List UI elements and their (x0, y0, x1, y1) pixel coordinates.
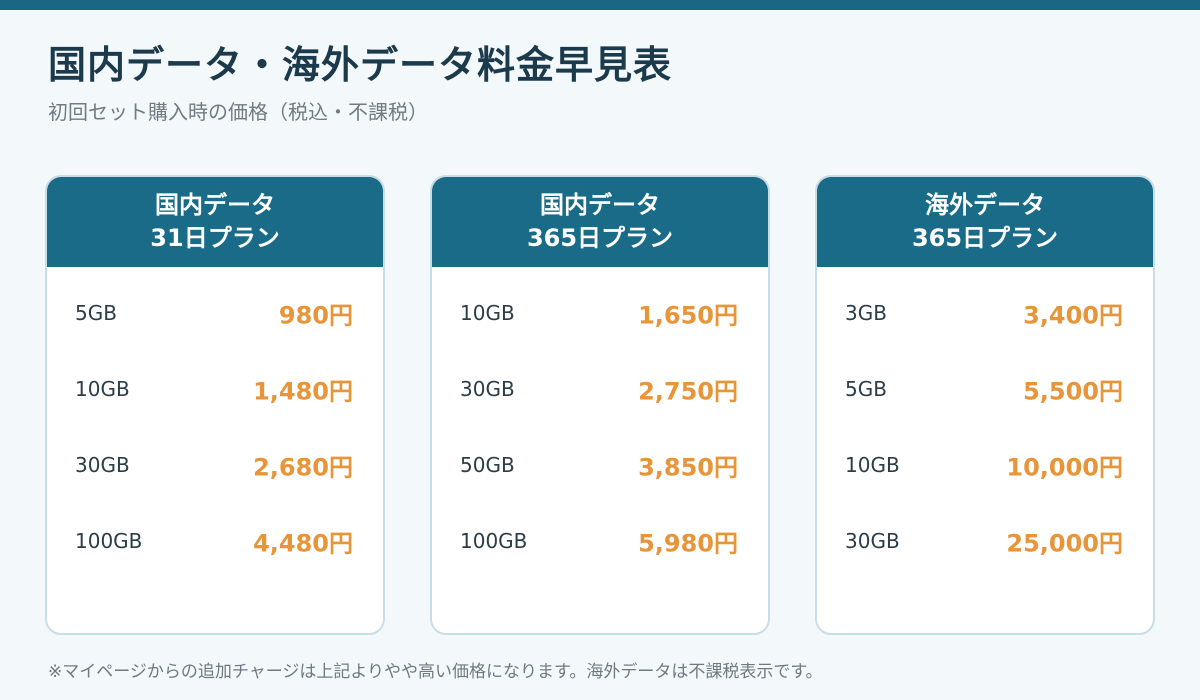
data-size: 30GB (75, 453, 130, 477)
plan-card-header: 海外データ 365日プラン (817, 177, 1153, 267)
price-value: 3,400円 (1023, 301, 1123, 330)
price-row: 5GB 980円 (47, 275, 383, 351)
plan-name-line1: 海外データ (925, 191, 1045, 219)
price-row: 5GB 5,500円 (817, 351, 1153, 427)
top-accent-bar (0, 0, 1200, 10)
plan-card-domestic-365day: 国内データ 365日プラン 10GB 1,650円 30GB 2,750円 50… (430, 175, 770, 635)
plan-price-list: 5GB 980円 10GB 1,480円 30GB 2,680円 100GB 4… (47, 275, 383, 579)
price-row: 10GB 1,480円 (47, 351, 383, 427)
plan-name-line2: 31日プラン (150, 224, 280, 252)
price-row: 50GB 3,850円 (432, 427, 768, 503)
plan-name-line2: 365日プラン (911, 224, 1059, 252)
price-row: 10GB 1,650円 (432, 275, 768, 351)
data-size: 50GB (460, 453, 515, 477)
price-value: 1,650円 (638, 301, 738, 330)
price-value: 2,680円 (253, 453, 353, 482)
plan-card-header: 国内データ 365日プラン (432, 177, 768, 267)
data-size: 5GB (845, 377, 887, 401)
data-size: 30GB (845, 529, 900, 553)
data-size: 3GB (845, 301, 887, 325)
price-row: 100GB 4,480円 (47, 503, 383, 579)
price-row: 100GB 5,980円 (432, 503, 768, 579)
data-size: 100GB (75, 529, 143, 553)
plan-name-line1: 国内データ (540, 191, 660, 219)
page-title: 国内データ・海外データ料金早見表 (48, 43, 673, 87)
data-size: 5GB (75, 301, 117, 325)
plan-name-line2: 365日プラン (526, 224, 674, 252)
price-row: 3GB 3,400円 (817, 275, 1153, 351)
plan-price-list: 10GB 1,650円 30GB 2,750円 50GB 3,850円 100G… (432, 275, 768, 579)
price-value: 4,480円 (253, 529, 353, 558)
plan-card-overseas-365day: 海外データ 365日プラン 3GB 3,400円 5GB 5,500円 10GB… (815, 175, 1155, 635)
price-row: 30GB 2,750円 (432, 351, 768, 427)
footnote: ※マイページからの追加チャージは上記よりやや高い価格になります。海外データは不課… (48, 662, 823, 682)
data-size: 30GB (460, 377, 515, 401)
plan-card-header: 国内データ 31日プラン (47, 177, 383, 267)
page-subtitle: 初回セット購入時の価格（税込・不課税） (48, 100, 428, 124)
plan-price-list: 3GB 3,400円 5GB 5,500円 10GB 10,000円 30GB … (817, 275, 1153, 579)
plan-name-line1: 国内データ (155, 191, 275, 219)
price-value: 5,980円 (638, 529, 738, 558)
price-value: 25,000円 (1006, 529, 1123, 558)
price-value: 2,750円 (638, 377, 738, 406)
plan-card-domestic-31day: 国内データ 31日プラン 5GB 980円 10GB 1,480円 30GB 2… (45, 175, 385, 635)
price-value: 1,480円 (253, 377, 353, 406)
price-row: 30GB 25,000円 (817, 503, 1153, 579)
price-row: 30GB 2,680円 (47, 427, 383, 503)
data-size: 100GB (460, 529, 528, 553)
data-size: 10GB (460, 301, 515, 325)
price-value: 980円 (278, 301, 353, 330)
data-size: 10GB (845, 453, 900, 477)
data-size: 10GB (75, 377, 130, 401)
price-value: 10,000円 (1006, 453, 1123, 482)
price-value: 5,500円 (1023, 377, 1123, 406)
price-value: 3,850円 (638, 453, 738, 482)
price-row: 10GB 10,000円 (817, 427, 1153, 503)
